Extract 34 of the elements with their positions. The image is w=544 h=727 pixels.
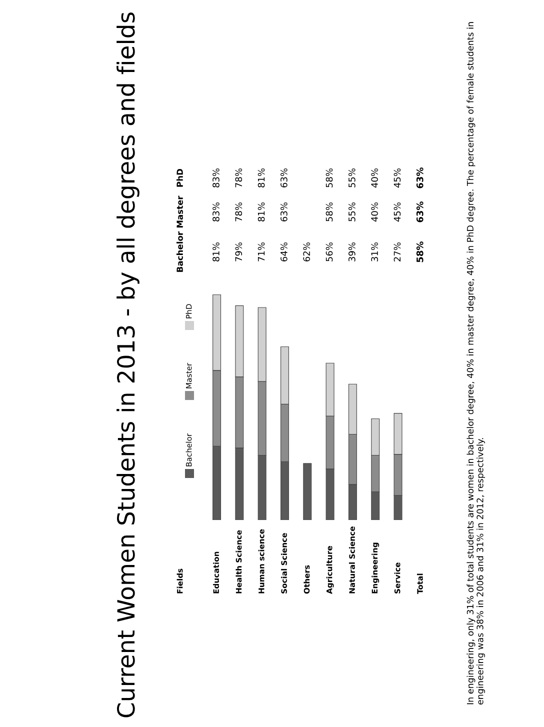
data-label: 40% [371,168,378,188]
data-label: 64% [280,242,288,262]
data-label: 58% [326,202,333,222]
data-label: 62% [303,242,310,262]
data-label: 71% [258,242,265,262]
data-label: 78% [235,168,242,188]
bar [303,463,312,520]
data-label: 31% [371,242,378,262]
data-label: 55% [348,168,356,188]
data-label: 58% [326,168,333,188]
data-label: 83% [212,168,220,188]
data-label: 55% [348,202,356,222]
data-label: 27% [394,242,401,262]
data-label: 45% [394,202,401,222]
data-label: 83% [212,202,220,222]
data-label: 40% [371,202,378,222]
text: PhD [176,168,183,187]
data-label: 81% [258,168,265,188]
data-label: 63% [280,202,288,222]
text: Current Women Students in 2013 - by all degrees and fields [116,12,140,718]
data-label: 39% [348,242,356,262]
text: 63% [416,201,424,222]
text: 63% [416,167,424,188]
data-label: 79% [235,242,242,262]
text: Master [176,196,183,228]
text: In engineering, only 31% of total students are women in bachelor degree, 40% in master degree, 40% in PhD degree. The percentage of female students in engineering was 38% in 2006 and 31% in 2012, respectively. [466,22,485,705]
data-label: 63% [280,168,288,188]
data-label: 81% [212,242,220,262]
data-label: 45% [394,168,401,188]
text: Bachelor [176,231,183,272]
data-label: 81% [258,202,265,222]
data-label: 78% [235,202,242,222]
data-label: 56% [326,242,333,262]
text: 58% [416,241,424,262]
